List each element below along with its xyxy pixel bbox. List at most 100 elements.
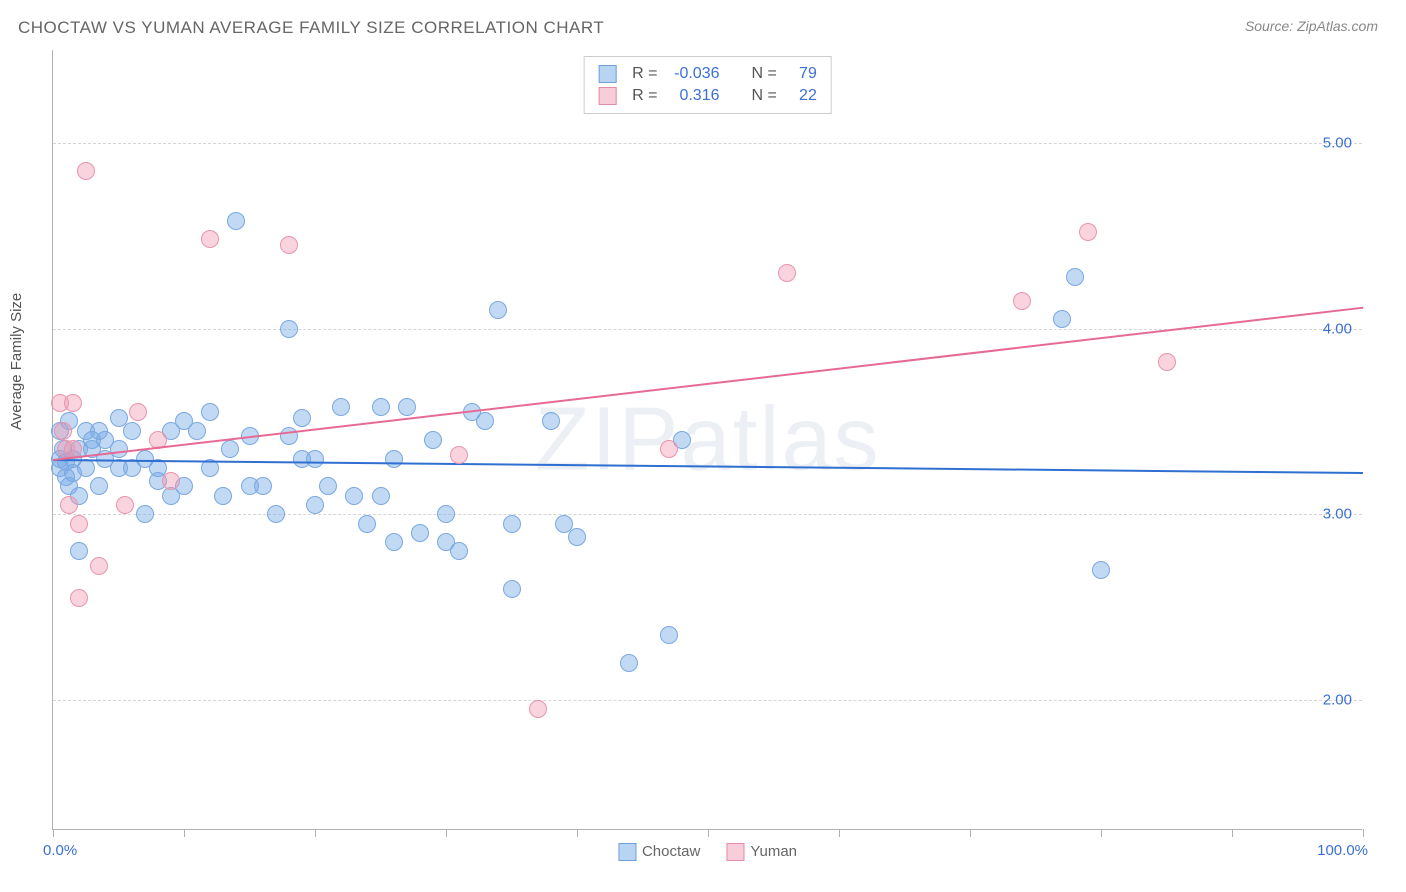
- data-point: [116, 496, 134, 514]
- data-point: [568, 528, 586, 546]
- data-point: [280, 236, 298, 254]
- data-point: [254, 477, 272, 495]
- data-point: [70, 515, 88, 533]
- r-label: R =: [632, 65, 657, 83]
- data-point: [345, 487, 363, 505]
- r-label: R =: [632, 87, 657, 105]
- data-point: [227, 212, 245, 230]
- data-point: [77, 459, 95, 477]
- data-point: [64, 394, 82, 412]
- chart-plot-area: ZIPatlas R =-0.036N =79R =0.316N =22 0.0…: [52, 50, 1362, 830]
- x-tick: [1232, 829, 1233, 837]
- data-point: [660, 440, 678, 458]
- legend-series-item: Yuman: [726, 843, 797, 861]
- data-point: [110, 440, 128, 458]
- source-name: ZipAtlas.com: [1297, 18, 1378, 34]
- x-tick: [184, 829, 185, 837]
- legend-swatch: [726, 843, 744, 861]
- source-credit: Source: ZipAtlas.com: [1245, 18, 1378, 34]
- x-tick: [1101, 829, 1102, 837]
- data-point: [306, 450, 324, 468]
- data-point: [503, 515, 521, 533]
- data-point: [90, 557, 108, 575]
- r-value: -0.036: [668, 65, 720, 83]
- data-point: [136, 505, 154, 523]
- data-point: [660, 626, 678, 644]
- x-tick: [839, 829, 840, 837]
- data-point: [162, 472, 180, 490]
- data-point: [221, 440, 239, 458]
- data-point: [385, 450, 403, 468]
- n-label: N =: [752, 65, 777, 83]
- data-point: [1013, 292, 1031, 310]
- data-point: [503, 580, 521, 598]
- legend-series-item: Choctaw: [618, 843, 700, 861]
- x-tick: [446, 829, 447, 837]
- legend-swatch: [618, 843, 636, 861]
- data-point: [70, 589, 88, 607]
- legend-series-box: Choctaw Yuman: [618, 843, 797, 861]
- data-point: [90, 477, 108, 495]
- x-tick: [315, 829, 316, 837]
- data-point: [54, 422, 72, 440]
- data-point: [129, 403, 147, 421]
- x-tick: [577, 829, 578, 837]
- data-point: [450, 542, 468, 560]
- legend-series-label: Choctaw: [642, 843, 700, 860]
- data-point: [319, 477, 337, 495]
- n-label: N =: [752, 87, 777, 105]
- gridline: [53, 700, 1362, 701]
- regression-line: [53, 459, 1363, 474]
- y-axis-label: Average Family Size: [8, 293, 25, 430]
- legend-swatch: [598, 87, 616, 105]
- y-tick-label: 4.00: [1323, 320, 1352, 337]
- data-point: [542, 412, 560, 430]
- data-point: [60, 496, 78, 514]
- data-point: [1053, 310, 1071, 328]
- data-point: [411, 524, 429, 542]
- data-point: [70, 542, 88, 560]
- data-point: [398, 398, 416, 416]
- y-tick-label: 2.00: [1323, 692, 1352, 709]
- data-point: [267, 505, 285, 523]
- data-point: [280, 320, 298, 338]
- data-point: [489, 301, 507, 319]
- legend-stats-row: R = -0.036 N = 79: [598, 63, 817, 85]
- watermark-text: ZIPatlas: [534, 388, 880, 491]
- data-point: [620, 654, 638, 672]
- data-point: [123, 422, 141, 440]
- x-axis-min-label: 0.0%: [43, 842, 77, 859]
- y-tick-label: 5.00: [1323, 134, 1352, 151]
- data-point: [201, 403, 219, 421]
- legend-series-label: Yuman: [750, 843, 797, 860]
- gridline: [53, 514, 1362, 515]
- data-point: [293, 409, 311, 427]
- data-point: [358, 515, 376, 533]
- n-value: 22: [787, 87, 817, 105]
- x-tick: [708, 829, 709, 837]
- x-axis-max-label: 100.0%: [1317, 842, 1368, 859]
- data-point: [1158, 353, 1176, 371]
- data-point: [1066, 268, 1084, 286]
- data-point: [332, 398, 350, 416]
- data-point: [306, 496, 324, 514]
- data-point: [385, 533, 403, 551]
- data-point: [1092, 561, 1110, 579]
- source-label: Source:: [1245, 18, 1297, 34]
- data-point: [529, 700, 547, 718]
- data-point: [372, 398, 390, 416]
- legend-stats-box: R = -0.036 N = 79 R = 0.316 N = 22: [583, 56, 832, 114]
- gridline: [53, 143, 1362, 144]
- n-value: 79: [787, 65, 817, 83]
- data-point: [778, 264, 796, 282]
- r-value: 0.316: [668, 87, 720, 105]
- data-point: [1079, 223, 1097, 241]
- chart-title: CHOCTAW VS YUMAN AVERAGE FAMILY SIZE COR…: [18, 18, 1388, 38]
- data-point: [214, 487, 232, 505]
- data-point: [372, 487, 390, 505]
- data-point: [188, 422, 206, 440]
- legend-stats-row: R = 0.316 N = 22: [598, 85, 817, 107]
- data-point: [77, 162, 95, 180]
- x-tick: [1363, 829, 1364, 837]
- data-point: [201, 230, 219, 248]
